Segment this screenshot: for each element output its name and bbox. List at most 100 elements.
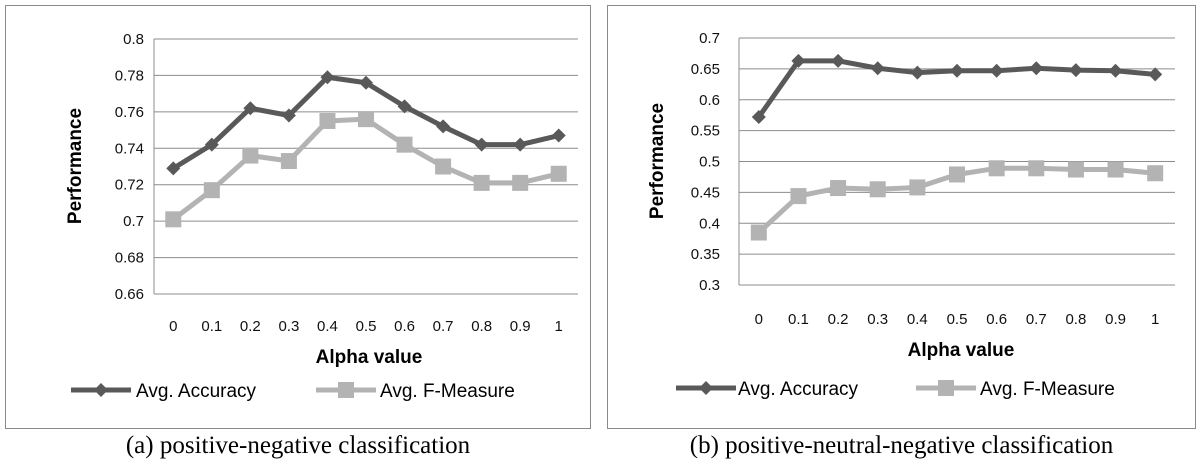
x-tick-label: 0.7 [1026,311,1047,328]
y-tick-label: 0.8 [123,31,144,48]
accuracy-point [910,65,925,80]
fmeasure-point [319,112,336,129]
accuracy-point [1068,63,1083,78]
x-tick-label: 0.1 [201,318,222,335]
fmeasure-point [396,136,413,153]
accuracy-point [751,110,766,125]
chart-a-caption: (a) positive-negative classification [125,432,471,459]
accuracy-point [870,61,885,76]
fmeasure-point [242,147,259,164]
fmeasure-point [1028,160,1045,177]
x-tick-label: 0.4 [907,311,928,328]
accuracy-point [243,101,258,116]
y-tick-label: 0.55 [691,123,720,140]
fmeasure-point [550,165,567,182]
y-tick-label: 0.76 [115,104,144,121]
x-tick-label: 0.8 [1065,311,1086,328]
fmeasure-point [909,179,926,196]
accuracy-point [204,137,219,152]
legend-marker [338,382,354,398]
x-tick-label: 0.4 [317,318,338,335]
fmeasure-point [512,174,529,191]
chart-b-svg: 0.3 0.35 0.4 0.45 0.5 0.55 0.6 0.65 0.7 0 0.1 0.2 0.… [647,30,1175,400]
y-axis-title: Performance [65,108,86,224]
x-tick-label: 1 [1151,311,1159,328]
fmeasure-point [949,166,965,183]
x-tick-label: 0.2 [240,318,261,335]
y-tick-label: 0.72 [115,177,144,194]
x-tick-label: 0.7 [433,318,454,335]
legend-marker [699,381,713,395]
x-tick-label: 0.3 [278,318,299,335]
x-tick-label: 0.1 [788,311,809,328]
chart-b-caption: (b) positive-neutral-negative classifica… [689,432,1114,459]
accuracy-point [1029,61,1044,76]
accuracy-point [474,137,489,152]
x-tick-label: 0 [169,318,177,335]
y-tick-label: 0.7 [123,213,144,230]
y-tick-label: 0.4 [699,215,720,232]
fmeasure-point [435,158,452,175]
y-tick-label: 0.35 [691,246,720,263]
chart-a-svg: 0.66 0.68 0.7 0.72 0.74 0.76 0.78 0.8 0 0.1 0.2 0.3… [65,31,578,402]
accuracy-point [1148,67,1163,82]
fmeasure-point [1147,165,1164,182]
x-tick-label: 0.3 [867,311,888,328]
x-axis-title: Alpha value [908,340,1015,361]
y-tick-label: 0.78 [115,67,144,84]
accuracy-point [513,137,528,152]
x-tick-label: 0.2 [828,311,849,328]
y-tick-label: 0.6 [699,92,720,109]
x-tick-label: 0 [755,311,763,328]
fmeasure-point [358,111,374,128]
y-tick-label: 0.68 [115,250,144,267]
accuracy-point [320,70,335,85]
chart-panel-b: 0.3 0.35 0.4 0.45 0.5 0.55 0.6 0.65 0.7 0 0.1 0.2 0.… [607,5,1196,429]
x-tick-label: 0.9 [510,318,531,335]
legend-label: Avg. Accuracy [738,379,859,400]
y-tick-label: 0.5 [699,154,720,171]
accuracy-point [1108,63,1123,78]
y-tick-label: 0.66 [115,286,144,303]
y-tick-label: 0.3 [699,277,720,294]
accuracy-point [551,128,566,143]
fmeasure-point [473,174,490,191]
accuracy-point [989,63,1004,78]
x-tick-label: 0.9 [1105,311,1126,328]
legend-label: Avg. Accuracy [136,381,257,402]
fmeasure-point [988,160,1005,177]
fmeasure-point [1067,161,1084,178]
y-axis-title: Performance [647,103,668,219]
fmeasure-point [750,224,767,241]
y-tick-label: 0.7 [699,30,720,47]
fmeasure-point [165,211,182,228]
accuracy-point [281,108,296,123]
legend-label: Avg. F-Measure [380,381,515,402]
legend-marker [94,383,108,397]
legend-marker [938,380,954,396]
fmeasure-point [280,153,297,170]
accuracy-point [359,75,373,90]
y-tick-label: 0.65 [691,61,720,78]
accuracy-point [831,53,846,68]
x-tick-label: 0.6 [986,311,1007,328]
accuracy-point [791,53,806,68]
fmeasure-point [203,182,220,199]
accuracy-point [436,119,451,134]
fmeasure-point [790,188,807,205]
series-line [171,116,560,222]
accuracy-point [166,161,181,176]
y-tick-label: 0.74 [115,140,144,157]
fmeasure-point [869,181,886,198]
x-tick-label: 0.5 [356,318,377,335]
chart-panel-a: 0.66 0.68 0.7 0.72 0.74 0.76 0.78 0.8 0 0.1 0.2 0.3… [5,5,591,429]
x-tick-label: 0.5 [947,311,968,328]
fmeasure-point [1107,161,1124,178]
fmeasure-point [830,180,847,197]
y-tick-label: 0.45 [691,184,720,201]
accuracy-point [950,63,964,78]
x-tick-label: 1 [555,318,563,335]
accuracy-point [397,99,412,114]
x-tick-label: 0.6 [394,318,415,335]
x-axis-title: Alpha value [316,347,423,368]
